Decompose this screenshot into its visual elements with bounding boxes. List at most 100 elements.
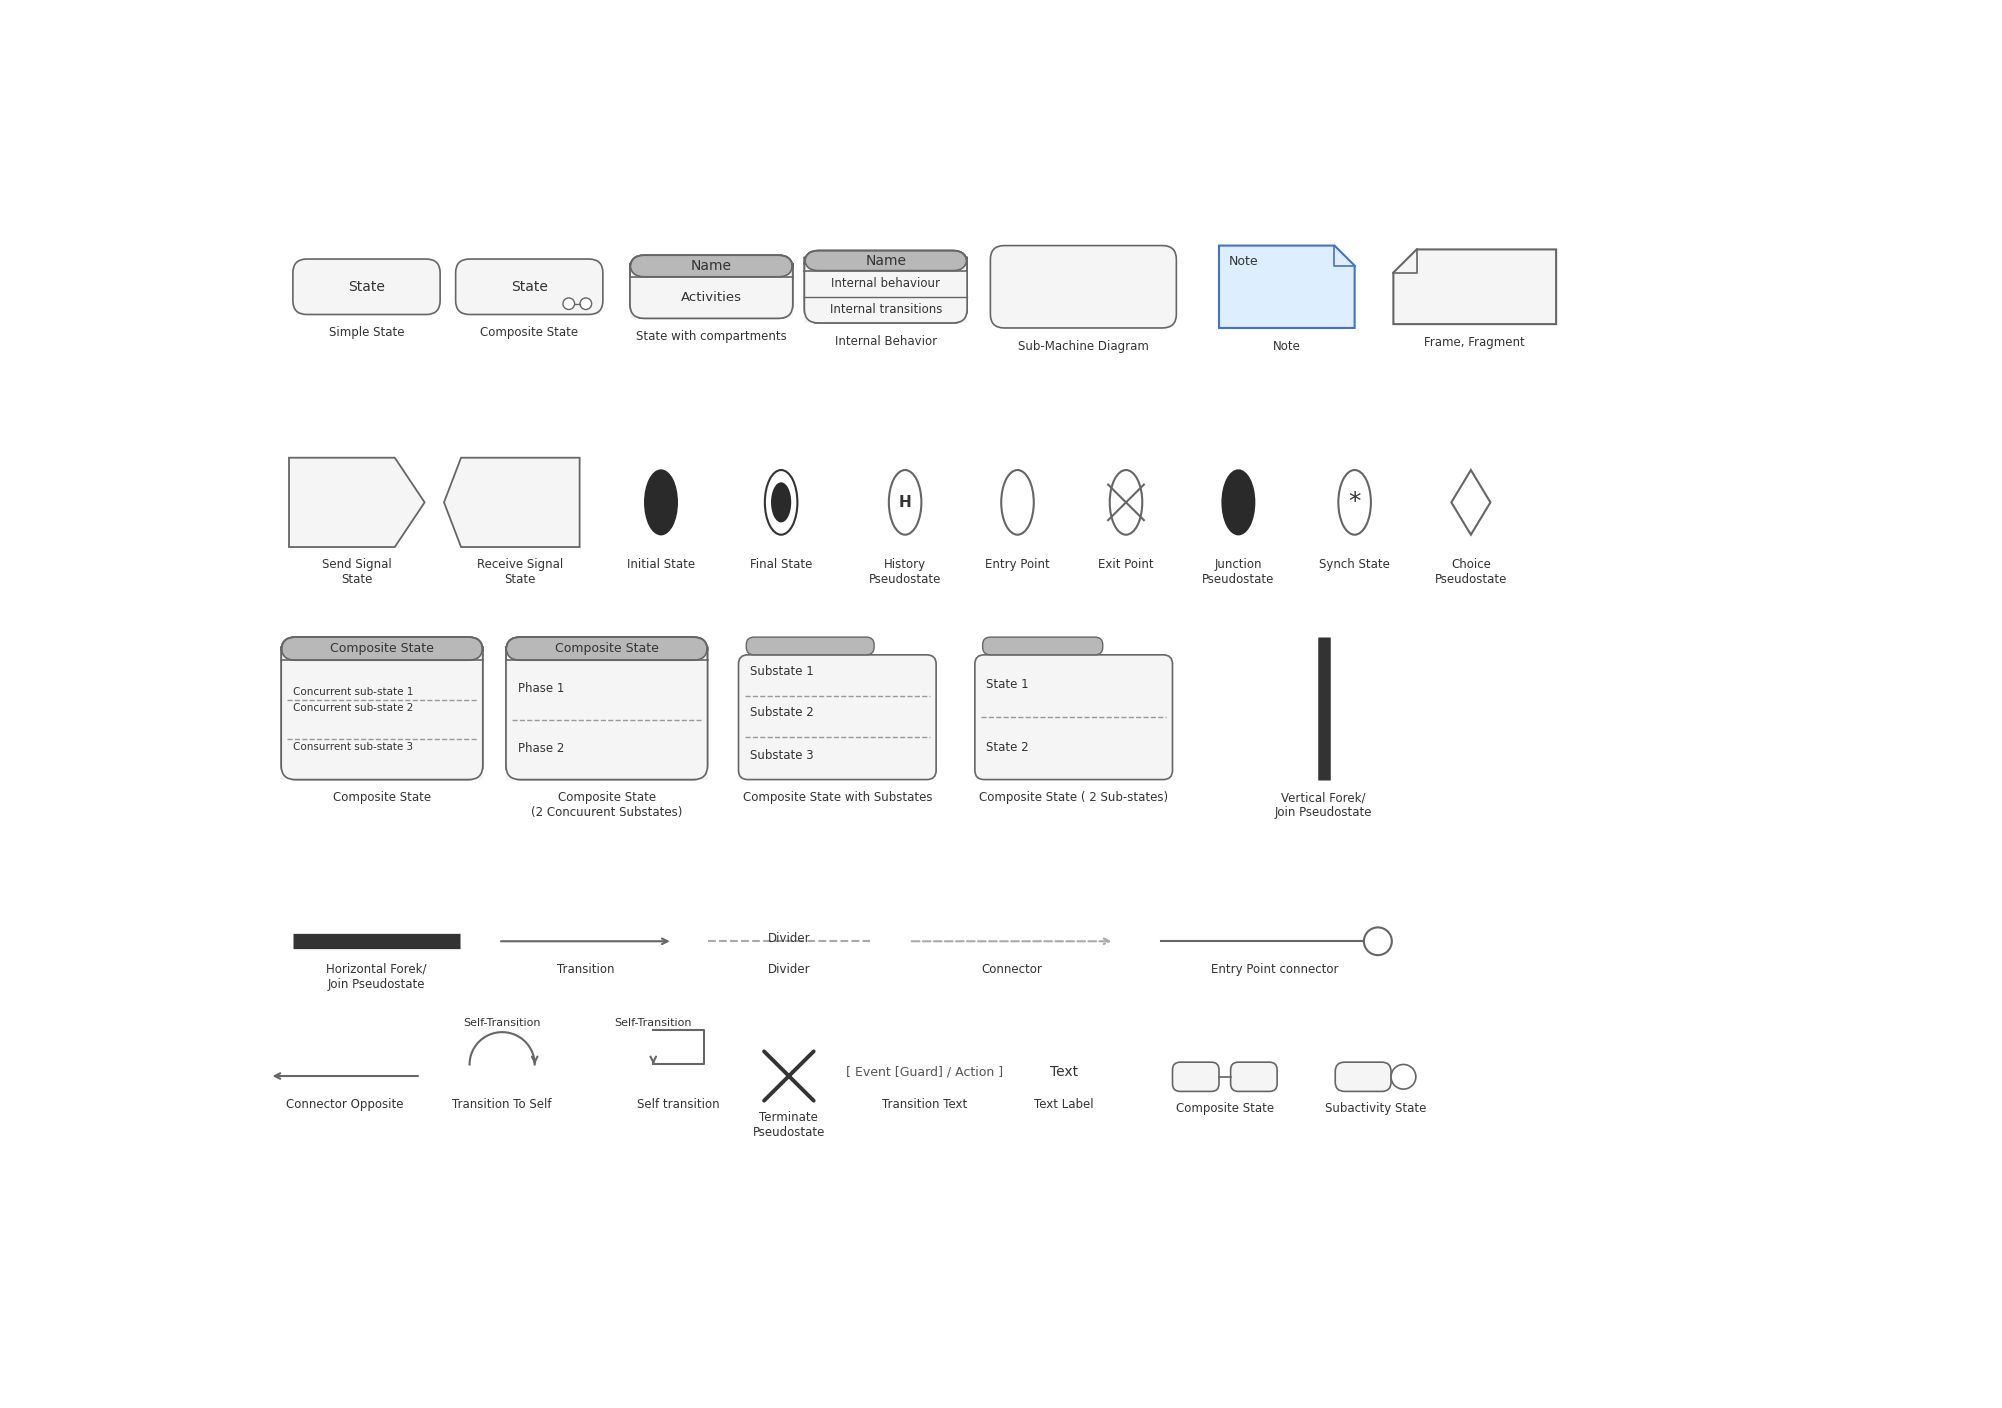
Text: Connector Opposite: Connector Opposite bbox=[286, 1098, 404, 1111]
FancyBboxPatch shape bbox=[280, 636, 482, 780]
Polygon shape bbox=[1451, 470, 1489, 535]
Text: Consurrent sub-state 3: Consurrent sub-state 3 bbox=[292, 742, 412, 752]
FancyBboxPatch shape bbox=[805, 251, 967, 322]
Text: Concurrent sub-state 1: Concurrent sub-state 1 bbox=[292, 687, 412, 697]
FancyBboxPatch shape bbox=[1335, 1062, 1391, 1091]
Polygon shape bbox=[1393, 249, 1556, 324]
Text: State with compartments: State with compartments bbox=[637, 329, 787, 344]
Text: Transition To Self: Transition To Self bbox=[452, 1098, 553, 1111]
Bar bbox=[631, 277, 793, 318]
Text: Phase 2: Phase 2 bbox=[519, 742, 565, 755]
Text: State: State bbox=[348, 280, 384, 294]
Text: Choice
Pseudostate: Choice Pseudostate bbox=[1435, 558, 1508, 586]
Text: Substate 1: Substate 1 bbox=[751, 665, 815, 677]
Text: Simple State: Simple State bbox=[328, 327, 404, 339]
FancyBboxPatch shape bbox=[507, 636, 707, 660]
Text: Synch State: Synch State bbox=[1319, 558, 1389, 570]
FancyBboxPatch shape bbox=[456, 259, 603, 314]
Text: Substate 3: Substate 3 bbox=[751, 749, 813, 762]
Text: Horizontal Forek/
Join Pseudostate: Horizontal Forek/ Join Pseudostate bbox=[326, 963, 426, 991]
Text: Composite States: Composite States bbox=[761, 641, 859, 650]
Text: Internal Behavior: Internal Behavior bbox=[835, 335, 937, 348]
Text: Final State: Final State bbox=[751, 558, 813, 570]
Ellipse shape bbox=[1221, 470, 1255, 535]
Text: State: State bbox=[511, 280, 549, 294]
Text: Note: Note bbox=[1229, 255, 1257, 268]
Text: Junction
Pseudostate: Junction Pseudostate bbox=[1201, 558, 1275, 586]
Text: Subactivity State: Subactivity State bbox=[1325, 1102, 1425, 1115]
Text: Vertical Forek/
Join Pseudostate: Vertical Forek/ Join Pseudostate bbox=[1275, 791, 1373, 819]
Text: Composite State: Composite State bbox=[330, 642, 434, 655]
Text: Text Label: Text Label bbox=[1035, 1098, 1093, 1111]
Text: Composite State: Composite State bbox=[997, 641, 1089, 650]
Text: Composite State: Composite State bbox=[1175, 1102, 1273, 1115]
Text: State 1: State 1 bbox=[987, 679, 1029, 691]
Text: History
Pseudostate: History Pseudostate bbox=[869, 558, 941, 586]
Circle shape bbox=[1363, 928, 1391, 955]
Text: Name: Name bbox=[865, 253, 907, 268]
Ellipse shape bbox=[1109, 470, 1143, 535]
Text: Internal transitions: Internal transitions bbox=[829, 303, 941, 315]
Text: Connector: Connector bbox=[981, 963, 1043, 976]
FancyBboxPatch shape bbox=[805, 251, 967, 270]
Text: Transition: Transition bbox=[557, 963, 615, 976]
Text: Transition Text: Transition Text bbox=[881, 1098, 967, 1111]
Text: Divider: Divider bbox=[767, 963, 811, 976]
Text: Initial State: Initial State bbox=[627, 558, 695, 570]
Text: [ Event [Guard] / Action ]: [ Event [Guard] / Action ] bbox=[847, 1066, 1003, 1079]
Ellipse shape bbox=[765, 470, 797, 535]
Bar bbox=[805, 270, 967, 322]
Bar bbox=[507, 660, 707, 780]
Text: Self transition: Self transition bbox=[637, 1098, 721, 1111]
Text: Internal behaviour: Internal behaviour bbox=[831, 276, 941, 290]
FancyBboxPatch shape bbox=[1173, 1062, 1219, 1091]
Text: Terminate
Pseudostate: Terminate Pseudostate bbox=[753, 1111, 825, 1139]
Text: Note: Note bbox=[1273, 339, 1301, 352]
Text: Composite State ( 2 Sub-states): Composite State ( 2 Sub-states) bbox=[979, 791, 1169, 804]
Text: Composite State
(2 Concuurent Substates): Composite State (2 Concuurent Substates) bbox=[531, 791, 683, 819]
Polygon shape bbox=[444, 458, 581, 548]
Text: Activities: Activities bbox=[681, 291, 743, 304]
Text: Substate 2: Substate 2 bbox=[751, 705, 815, 718]
FancyBboxPatch shape bbox=[507, 636, 707, 780]
Text: Composite State: Composite State bbox=[480, 327, 579, 339]
Ellipse shape bbox=[1001, 470, 1033, 535]
Ellipse shape bbox=[889, 470, 921, 535]
Text: Composite State with Substates: Composite State with Substates bbox=[743, 791, 933, 804]
Text: Entry Point connector: Entry Point connector bbox=[1211, 963, 1339, 976]
Text: Entry Point: Entry Point bbox=[985, 558, 1049, 570]
Text: Self-Transition: Self-Transition bbox=[462, 1018, 541, 1028]
FancyBboxPatch shape bbox=[280, 636, 482, 660]
Text: Self-Transition: Self-Transition bbox=[615, 1018, 693, 1028]
Ellipse shape bbox=[645, 470, 677, 535]
Text: Receive Signal
State: Receive Signal State bbox=[476, 558, 563, 586]
Bar bbox=[280, 660, 482, 780]
Text: Concurrent sub-state 2: Concurrent sub-state 2 bbox=[292, 703, 412, 712]
FancyBboxPatch shape bbox=[292, 259, 440, 314]
Text: Text: Text bbox=[1049, 1066, 1077, 1079]
FancyBboxPatch shape bbox=[983, 636, 1103, 655]
FancyBboxPatch shape bbox=[631, 255, 793, 318]
Text: Frame, Fragment: Frame, Fragment bbox=[1423, 335, 1526, 349]
FancyBboxPatch shape bbox=[991, 245, 1177, 328]
Text: Sub-Machine Diagram: Sub-Machine Diagram bbox=[1017, 339, 1149, 352]
FancyBboxPatch shape bbox=[747, 636, 875, 655]
Text: Send Signal
State: Send Signal State bbox=[322, 558, 392, 586]
Circle shape bbox=[563, 298, 575, 310]
Text: Exit Point: Exit Point bbox=[1099, 558, 1153, 570]
Circle shape bbox=[581, 298, 593, 310]
Polygon shape bbox=[1219, 245, 1355, 328]
FancyBboxPatch shape bbox=[975, 655, 1173, 780]
FancyBboxPatch shape bbox=[739, 655, 937, 780]
Ellipse shape bbox=[771, 483, 791, 522]
Text: Composite State: Composite State bbox=[332, 791, 430, 804]
Text: Divider: Divider bbox=[767, 932, 811, 945]
Text: Composite State: Composite State bbox=[555, 642, 659, 655]
Text: *: * bbox=[1349, 490, 1361, 514]
Text: Name: Name bbox=[691, 259, 733, 273]
FancyBboxPatch shape bbox=[631, 255, 793, 277]
Text: H: H bbox=[899, 494, 911, 510]
Ellipse shape bbox=[1339, 470, 1371, 535]
Text: State 2: State 2 bbox=[987, 741, 1029, 753]
Polygon shape bbox=[288, 458, 424, 548]
